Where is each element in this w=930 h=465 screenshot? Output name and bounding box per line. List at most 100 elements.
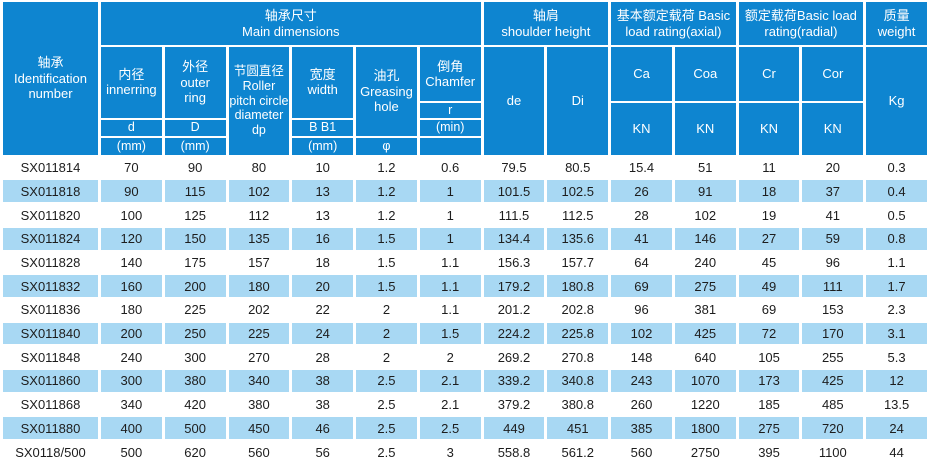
value-cell: 1.5 bbox=[356, 275, 417, 297]
value-cell: 400 bbox=[101, 417, 162, 440]
value-cell: 115 bbox=[164, 180, 226, 203]
value-cell: 561.2 bbox=[547, 441, 609, 463]
chamfer-symbol-r: r bbox=[419, 103, 481, 118]
value-cell: 135 bbox=[228, 227, 290, 250]
col-header-width: 宽度 width bbox=[292, 47, 354, 118]
value-cell: 28 bbox=[292, 346, 354, 369]
value-cell: 24 bbox=[292, 322, 354, 345]
value-cell: 105 bbox=[738, 346, 800, 369]
unit-mm-inner: (mm) bbox=[101, 137, 162, 155]
value-cell: 1.1 bbox=[866, 251, 927, 274]
col-header-chamfer: 倒角 Chamfer bbox=[419, 47, 481, 101]
table-row: SX011832 160 200 180 20 1.5 1.1 179.2 180.8 69 275… bbox=[3, 275, 927, 297]
value-cell: 100 bbox=[101, 204, 162, 226]
value-cell: 1220 bbox=[674, 393, 736, 416]
bearing-id-cell: SX011820 bbox=[3, 204, 98, 226]
value-cell: 64 bbox=[611, 251, 672, 274]
value-cell: 180.8 bbox=[547, 275, 609, 297]
value-cell: 175 bbox=[164, 251, 226, 274]
table-row: SX011824 120 150 135 16 1.5 1 134.4 135.6 41 146 27… bbox=[3, 227, 927, 250]
value-cell: 12 bbox=[866, 370, 927, 392]
value-cell: 102.5 bbox=[547, 180, 609, 203]
value-cell: 340.8 bbox=[547, 370, 609, 392]
value-cell: 201.2 bbox=[483, 298, 545, 321]
value-cell: 2 bbox=[356, 298, 417, 321]
bearing-id-cell: SX011836 bbox=[3, 298, 98, 321]
value-cell: 56 bbox=[292, 441, 354, 463]
value-cell: 79.5 bbox=[483, 156, 545, 179]
col-header-coa: Coa bbox=[674, 47, 736, 101]
value-cell: 1800 bbox=[674, 417, 736, 440]
value-cell: 395 bbox=[738, 441, 800, 463]
value-cell: 180 bbox=[228, 275, 290, 297]
value-cell: 225 bbox=[228, 322, 290, 345]
value-cell: 1.2 bbox=[356, 180, 417, 203]
group-weight: 质量 weight bbox=[866, 2, 927, 45]
value-cell: 450 bbox=[228, 417, 290, 440]
value-cell: 150 bbox=[164, 227, 226, 250]
table-row: SX011820 100 125 112 13 1.2 1 111.5 112.5 28 102 19… bbox=[3, 204, 927, 226]
value-cell: 10 bbox=[292, 156, 354, 179]
value-cell: 102 bbox=[674, 204, 736, 226]
symbol-b-b1: B B1 bbox=[292, 119, 354, 136]
value-cell: 19 bbox=[738, 204, 800, 226]
bearing-id-cell: SX011832 bbox=[3, 275, 98, 297]
value-cell: 1.2 bbox=[356, 156, 417, 179]
value-cell: 45 bbox=[738, 251, 800, 274]
value-cell: 102 bbox=[611, 322, 672, 345]
value-cell: 96 bbox=[802, 251, 864, 274]
col-header-ca: Ca bbox=[611, 47, 672, 101]
value-cell: 340 bbox=[228, 370, 290, 392]
unit-kn-cr: KN bbox=[738, 103, 800, 155]
value-cell: 0.4 bbox=[866, 180, 927, 203]
bearing-id-cell: SX011840 bbox=[3, 322, 98, 345]
table-header: 轴承 Identification number 轴承尺寸 Main dimen… bbox=[3, 2, 927, 155]
value-cell: 560 bbox=[228, 441, 290, 463]
value-cell: 275 bbox=[738, 417, 800, 440]
value-cell: 41 bbox=[611, 227, 672, 250]
unit-kn-cor: KN bbox=[802, 103, 864, 155]
value-cell: 380 bbox=[228, 393, 290, 416]
value-cell: 13 bbox=[292, 180, 354, 203]
value-cell: 224.2 bbox=[483, 322, 545, 345]
bearing-id-cell: SX011818 bbox=[3, 180, 98, 203]
value-cell: 91 bbox=[674, 180, 736, 203]
group-radial-rating: 额定载荷Basic load rating(radial) bbox=[738, 2, 864, 45]
value-cell: 69 bbox=[738, 298, 800, 321]
value-cell: 70 bbox=[101, 156, 162, 179]
value-cell: 385 bbox=[611, 417, 672, 440]
value-cell: 80.5 bbox=[547, 156, 609, 179]
header-bearing-id-en: Identification number bbox=[14, 70, 87, 102]
value-cell: 640 bbox=[674, 346, 736, 369]
col-header-inner-diameter: 内径 innerring bbox=[101, 47, 162, 118]
value-cell: 102 bbox=[228, 180, 290, 203]
value-cell: 255 bbox=[802, 346, 864, 369]
table-row: SX011848 240 300 270 28 2 2 269.2 270.8 148 640 105… bbox=[3, 346, 927, 369]
value-cell: 1.1 bbox=[419, 275, 481, 297]
value-cell: 240 bbox=[101, 346, 162, 369]
value-cell: 380 bbox=[164, 370, 226, 392]
value-cell: 2 bbox=[419, 346, 481, 369]
value-cell: 200 bbox=[101, 322, 162, 345]
value-cell: 18 bbox=[738, 180, 800, 203]
value-cell: 170 bbox=[802, 322, 864, 345]
value-cell: 500 bbox=[101, 441, 162, 463]
value-cell: 425 bbox=[802, 370, 864, 392]
value-cell: 240 bbox=[674, 251, 736, 274]
value-cell: 2.5 bbox=[356, 417, 417, 440]
value-cell: 46 bbox=[292, 417, 354, 440]
value-cell: 51 bbox=[674, 156, 736, 179]
value-cell: 270 bbox=[228, 346, 290, 369]
value-cell: 340 bbox=[101, 393, 162, 416]
header-bearing-id-zh: 轴承 bbox=[37, 55, 64, 71]
value-cell: 0.5 bbox=[866, 204, 927, 226]
table-row: SX011828 140 175 157 18 1.5 1.1 156.3 157.7 64 240… bbox=[3, 251, 927, 274]
value-cell: 1.5 bbox=[419, 322, 481, 345]
col-header-pitch-diameter: 节圆直径 Roller pitch circle diameter dp bbox=[228, 47, 290, 155]
value-cell: 20 bbox=[802, 156, 864, 179]
value-cell: 22 bbox=[292, 298, 354, 321]
value-cell: 20 bbox=[292, 275, 354, 297]
value-cell: 451 bbox=[547, 417, 609, 440]
value-cell: 260 bbox=[611, 393, 672, 416]
